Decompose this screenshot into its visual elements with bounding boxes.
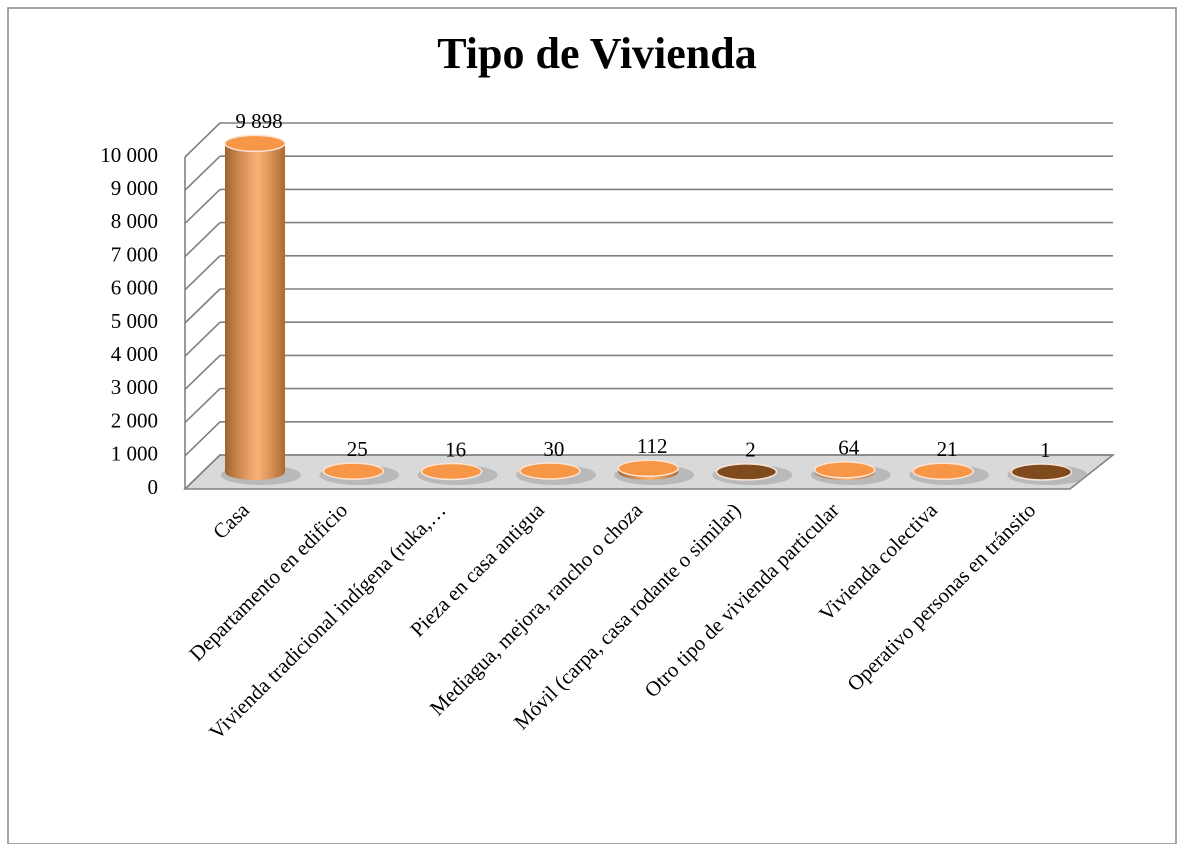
value-label: 25 [347, 437, 368, 461]
bar-top [322, 462, 385, 480]
y-tick-label: 10 000 [100, 143, 158, 167]
y-tick-label: 3 000 [111, 375, 158, 399]
grid-line [184, 388, 221, 424]
bar-top [617, 459, 679, 478]
y-tick-label: 1 000 [111, 442, 158, 466]
grid-line [184, 321, 221, 357]
bar-top [420, 462, 483, 481]
bar-top [224, 134, 286, 153]
y-tick-label: 9 000 [111, 176, 158, 200]
y-tick-label: 2 000 [111, 408, 158, 432]
value-label: 1 [1040, 438, 1051, 462]
y-tick-label: 6 000 [111, 276, 158, 300]
bar-top [715, 463, 778, 481]
grid-line [184, 354, 221, 390]
grid-line [184, 454, 221, 490]
grid-line [184, 155, 221, 191]
value-label: 9 898 [235, 109, 282, 133]
grid-line [184, 421, 221, 457]
y-tick-label: 7 000 [111, 242, 158, 266]
grid-line [184, 122, 221, 158]
value-label: 30 [543, 437, 564, 461]
grid-line [184, 222, 221, 258]
value-label: 21 [937, 437, 958, 461]
chart-frame [7, 7, 1177, 844]
grid-line [184, 288, 221, 324]
y-tick-label: 5 000 [111, 309, 158, 333]
bar-top [912, 462, 974, 481]
value-label: 16 [445, 437, 466, 461]
bar-shading [225, 143, 285, 480]
y-tick-label: 8 000 [111, 209, 158, 233]
value-label: 112 [637, 434, 668, 458]
bar-top [1010, 463, 1073, 481]
bar-top [519, 462, 581, 480]
y-tick-label: 4 000 [111, 342, 158, 366]
chart-title: Tipo de Vivienda [437, 29, 757, 78]
value-label: 2 [745, 438, 756, 462]
grid-line [184, 188, 221, 224]
bar-top [814, 461, 876, 479]
value-label: 64 [838, 436, 860, 460]
y-tick-label: 0 [148, 475, 159, 499]
grid-line [184, 255, 221, 291]
